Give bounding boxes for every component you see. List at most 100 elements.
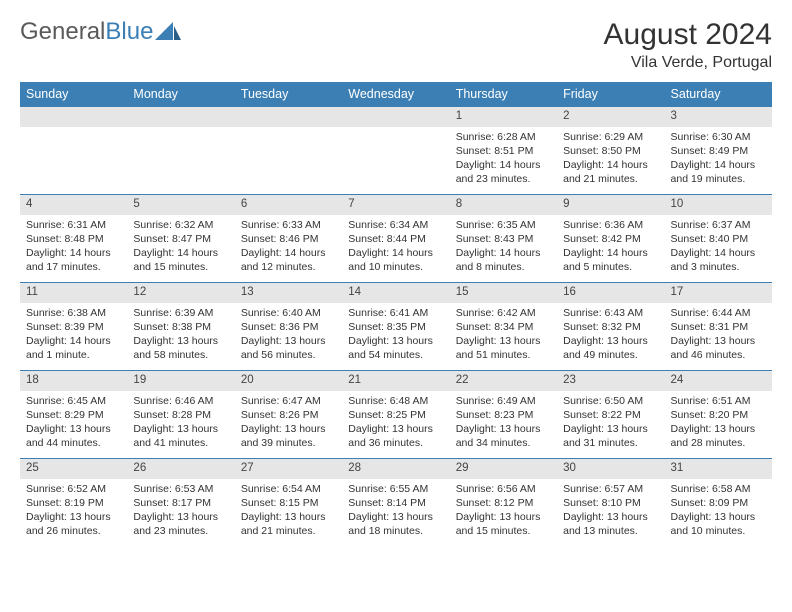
day-number [127, 107, 234, 127]
calendar-day-cell: 17Sunrise: 6:44 AMSunset: 8:31 PMDayligh… [665, 283, 772, 371]
sunrise-line: Sunrise: 6:49 AM [456, 394, 551, 408]
calendar-day-cell [342, 107, 449, 195]
sunset-line: Sunset: 8:23 PM [456, 408, 551, 422]
sail-icon [155, 22, 181, 42]
day-content: Sunrise: 6:51 AMSunset: 8:20 PMDaylight:… [665, 391, 772, 455]
day-number: 7 [342, 195, 449, 215]
day-content: Sunrise: 6:42 AMSunset: 8:34 PMDaylight:… [450, 303, 557, 367]
weekday-header-row: SundayMondayTuesdayWednesdayThursdayFrid… [20, 82, 772, 107]
day-number: 9 [557, 195, 664, 215]
day-content: Sunrise: 6:48 AMSunset: 8:25 PMDaylight:… [342, 391, 449, 455]
day-number: 19 [127, 371, 234, 391]
sunset-line: Sunset: 8:20 PM [671, 408, 766, 422]
day-content: Sunrise: 6:31 AMSunset: 8:48 PMDaylight:… [20, 215, 127, 279]
daylight-line: Daylight: 13 hours and 39 minutes. [241, 422, 336, 450]
day-content [127, 127, 234, 134]
day-content [342, 127, 449, 134]
day-number: 6 [235, 195, 342, 215]
calendar-week-row: 18Sunrise: 6:45 AMSunset: 8:29 PMDayligh… [20, 371, 772, 459]
daylight-line: Daylight: 13 hours and 28 minutes. [671, 422, 766, 450]
day-content: Sunrise: 6:57 AMSunset: 8:10 PMDaylight:… [557, 479, 664, 543]
sunset-line: Sunset: 8:42 PM [563, 232, 658, 246]
sunrise-line: Sunrise: 6:48 AM [348, 394, 443, 408]
day-content: Sunrise: 6:44 AMSunset: 8:31 PMDaylight:… [665, 303, 772, 367]
sunrise-line: Sunrise: 6:34 AM [348, 218, 443, 232]
sunrise-line: Sunrise: 6:52 AM [26, 482, 121, 496]
day-content: Sunrise: 6:45 AMSunset: 8:29 PMDaylight:… [20, 391, 127, 455]
sunset-line: Sunset: 8:29 PM [26, 408, 121, 422]
sunrise-line: Sunrise: 6:58 AM [671, 482, 766, 496]
day-number [235, 107, 342, 127]
day-content: Sunrise: 6:34 AMSunset: 8:44 PMDaylight:… [342, 215, 449, 279]
day-number: 24 [665, 371, 772, 391]
day-number: 14 [342, 283, 449, 303]
daylight-line: Daylight: 14 hours and 3 minutes. [671, 246, 766, 274]
day-content: Sunrise: 6:29 AMSunset: 8:50 PMDaylight:… [557, 127, 664, 191]
day-number: 5 [127, 195, 234, 215]
sunrise-line: Sunrise: 6:38 AM [26, 306, 121, 320]
calendar-day-cell: 7Sunrise: 6:34 AMSunset: 8:44 PMDaylight… [342, 195, 449, 283]
sunset-line: Sunset: 8:09 PM [671, 496, 766, 510]
day-number: 30 [557, 459, 664, 479]
sunset-line: Sunset: 8:19 PM [26, 496, 121, 510]
day-content: Sunrise: 6:39 AMSunset: 8:38 PMDaylight:… [127, 303, 234, 367]
sunrise-line: Sunrise: 6:41 AM [348, 306, 443, 320]
calendar-day-cell: 3Sunrise: 6:30 AMSunset: 8:49 PMDaylight… [665, 107, 772, 195]
day-content: Sunrise: 6:50 AMSunset: 8:22 PMDaylight:… [557, 391, 664, 455]
day-number: 8 [450, 195, 557, 215]
daylight-line: Daylight: 13 hours and 49 minutes. [563, 334, 658, 362]
sunset-line: Sunset: 8:46 PM [241, 232, 336, 246]
calendar-day-cell: 1Sunrise: 6:28 AMSunset: 8:51 PMDaylight… [450, 107, 557, 195]
day-number: 3 [665, 107, 772, 127]
header: GeneralBlue August 2024 Vila Verde, Port… [20, 18, 772, 72]
day-content: Sunrise: 6:37 AMSunset: 8:40 PMDaylight:… [665, 215, 772, 279]
day-number: 31 [665, 459, 772, 479]
calendar-day-cell: 24Sunrise: 6:51 AMSunset: 8:20 PMDayligh… [665, 371, 772, 459]
sunset-line: Sunset: 8:51 PM [456, 144, 551, 158]
daylight-line: Daylight: 14 hours and 21 minutes. [563, 158, 658, 186]
daylight-line: Daylight: 13 hours and 18 minutes. [348, 510, 443, 538]
day-number [342, 107, 449, 127]
calendar-day-cell: 29Sunrise: 6:56 AMSunset: 8:12 PMDayligh… [450, 459, 557, 547]
sunrise-line: Sunrise: 6:33 AM [241, 218, 336, 232]
calendar-day-cell: 25Sunrise: 6:52 AMSunset: 8:19 PMDayligh… [20, 459, 127, 547]
daylight-line: Daylight: 14 hours and 5 minutes. [563, 246, 658, 274]
brand-text-2: Blue [105, 18, 153, 46]
sunset-line: Sunset: 8:22 PM [563, 408, 658, 422]
day-content: Sunrise: 6:30 AMSunset: 8:49 PMDaylight:… [665, 127, 772, 191]
sunrise-line: Sunrise: 6:46 AM [133, 394, 228, 408]
day-number: 25 [20, 459, 127, 479]
calendar-day-cell: 8Sunrise: 6:35 AMSunset: 8:43 PMDaylight… [450, 195, 557, 283]
daylight-line: Daylight: 14 hours and 17 minutes. [26, 246, 121, 274]
sunset-line: Sunset: 8:17 PM [133, 496, 228, 510]
sunrise-line: Sunrise: 6:30 AM [671, 130, 766, 144]
calendar-day-cell: 2Sunrise: 6:29 AMSunset: 8:50 PMDaylight… [557, 107, 664, 195]
calendar-day-cell: 13Sunrise: 6:40 AMSunset: 8:36 PMDayligh… [235, 283, 342, 371]
day-number: 18 [20, 371, 127, 391]
daylight-line: Daylight: 13 hours and 23 minutes. [133, 510, 228, 538]
calendar-week-row: 1Sunrise: 6:28 AMSunset: 8:51 PMDaylight… [20, 107, 772, 195]
daylight-line: Daylight: 13 hours and 51 minutes. [456, 334, 551, 362]
day-content: Sunrise: 6:55 AMSunset: 8:14 PMDaylight:… [342, 479, 449, 543]
brand-text-1: General [20, 18, 105, 46]
sunrise-line: Sunrise: 6:40 AM [241, 306, 336, 320]
sunrise-line: Sunrise: 6:35 AM [456, 218, 551, 232]
day-content [235, 127, 342, 134]
day-number: 16 [557, 283, 664, 303]
daylight-line: Daylight: 14 hours and 8 minutes. [456, 246, 551, 274]
day-number: 2 [557, 107, 664, 127]
sunrise-line: Sunrise: 6:28 AM [456, 130, 551, 144]
daylight-line: Daylight: 13 hours and 46 minutes. [671, 334, 766, 362]
sunset-line: Sunset: 8:38 PM [133, 320, 228, 334]
location: Vila Verde, Portugal [604, 54, 772, 72]
calendar-day-cell: 9Sunrise: 6:36 AMSunset: 8:42 PMDaylight… [557, 195, 664, 283]
daylight-line: Daylight: 13 hours and 56 minutes. [241, 334, 336, 362]
sunrise-line: Sunrise: 6:57 AM [563, 482, 658, 496]
sunset-line: Sunset: 8:49 PM [671, 144, 766, 158]
day-number: 12 [127, 283, 234, 303]
sunset-line: Sunset: 8:26 PM [241, 408, 336, 422]
daylight-line: Daylight: 13 hours and 58 minutes. [133, 334, 228, 362]
day-content: Sunrise: 6:43 AMSunset: 8:32 PMDaylight:… [557, 303, 664, 367]
calendar-week-row: 11Sunrise: 6:38 AMSunset: 8:39 PMDayligh… [20, 283, 772, 371]
day-number: 17 [665, 283, 772, 303]
